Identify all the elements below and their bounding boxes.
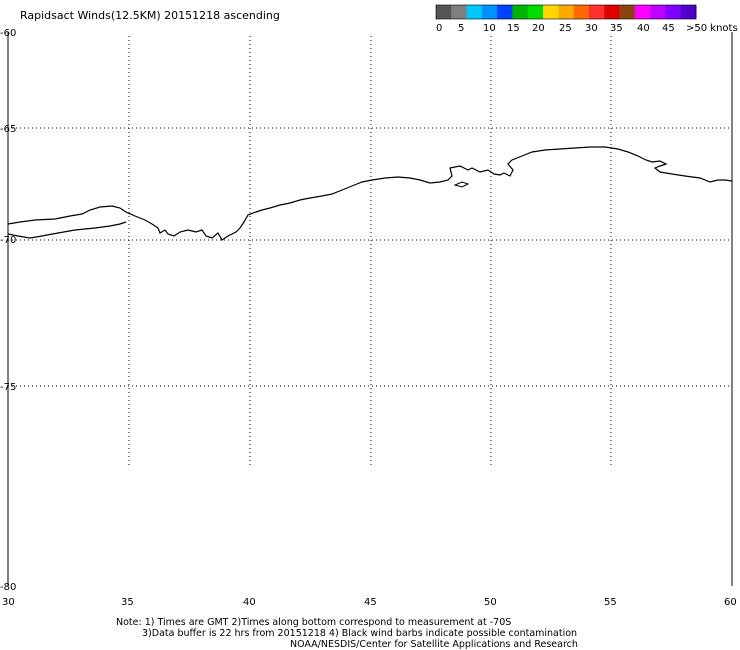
lat-label: -60 [0, 28, 16, 39]
legend-swatch [512, 5, 529, 19]
legend-label: 10 [483, 23, 496, 34]
longitude-labels: 30 35 40 45 50 55 60 [2, 597, 737, 608]
lon-label: 60 [724, 597, 737, 608]
coastline-island [453, 181, 470, 188]
legend-label: 15 [507, 23, 520, 34]
lon-label: 55 [604, 597, 617, 608]
legend-label: 0 [436, 23, 442, 34]
lat-label: -70 [0, 235, 16, 246]
legend-swatch [573, 5, 590, 19]
legend-label: 5 [458, 23, 464, 34]
legend-swatch [604, 5, 621, 19]
legend-swatch [650, 5, 666, 19]
legend-label: 20 [532, 23, 545, 34]
coastline-western-edge [7, 221, 127, 239]
legend-label: 35 [610, 23, 623, 34]
lon-label: 30 [2, 597, 15, 608]
lon-label: 50 [484, 597, 497, 608]
lon-label: 40 [243, 597, 256, 608]
legend-swatch [481, 5, 498, 19]
map-title: Rapidsact Winds(12.5KM) 20151218 ascendi… [20, 9, 280, 22]
legend-swatch [451, 5, 468, 19]
legend-swatch [497, 5, 513, 19]
coastline [7, 146, 733, 241]
note-line-1: Note: 1) Times are GMT 2)Times along bot… [116, 617, 511, 628]
legend-label: 25 [559, 23, 572, 34]
legend-swatch [558, 5, 575, 19]
legend-swatch [680, 5, 697, 19]
legend-label: 40 [637, 23, 650, 34]
legend-swatch [665, 5, 682, 19]
graticule [8, 36, 732, 466]
legend-swatch [588, 5, 605, 19]
lon-label: 45 [364, 597, 377, 608]
legend-swatch [466, 5, 483, 19]
lat-label: -75 [0, 382, 16, 393]
legend-swatch [527, 5, 544, 19]
note-line-3: NOAA/NESDIS/Center for Satellite Applica… [290, 639, 578, 650]
note-line-2: 3)Data buffer is 22 hrs from 20151218 4)… [142, 628, 577, 639]
map-frame [7, 32, 733, 586]
legend-label: >50 knots [686, 23, 738, 34]
legend-swatch [619, 5, 636, 19]
legend-swatch [543, 5, 559, 19]
legend-label: 45 [662, 23, 675, 34]
legend-frame [435, 4, 697, 20]
lat-label: -65 [0, 124, 16, 135]
legend-swatch [436, 5, 452, 19]
lon-label: 35 [121, 597, 134, 608]
legend-label: 30 [585, 23, 598, 34]
wind-speed-legend: 0 5 10 15 20 25 30 35 40 45 >50 knots [435, 4, 738, 34]
latitude-labels: -60 -65 -70 -75 -80 [0, 28, 16, 593]
legend-swatch [634, 5, 651, 19]
lat-label: -80 [0, 582, 16, 593]
